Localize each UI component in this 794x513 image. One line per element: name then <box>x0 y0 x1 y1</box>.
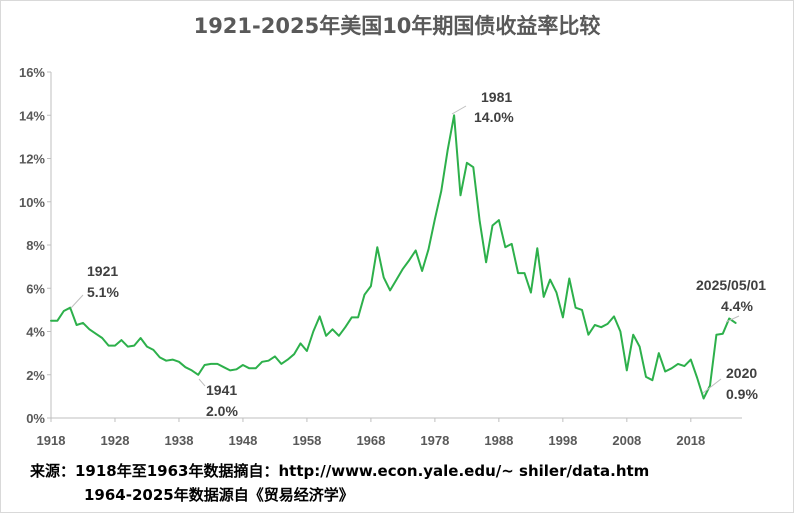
x-tick-label: 2008 <box>612 433 641 448</box>
annotation-1921-value: 5.1% <box>87 284 119 300</box>
y-tick-label: 8% <box>26 238 45 253</box>
y-tick-label: 12% <box>19 152 45 167</box>
annotation-1981-leader <box>451 105 467 115</box>
annotation-1981-year: 1981 <box>481 89 512 105</box>
annotation-1941-year: 1941 <box>206 382 237 398</box>
annotation-2020: 2020 0.9% <box>702 365 758 402</box>
annotation-1981-value: 14.0% <box>474 109 514 125</box>
x-tick-label: 1948 <box>228 433 257 448</box>
x-tick-label: 1938 <box>165 433 194 448</box>
x-tick-label: 1998 <box>548 433 577 448</box>
annotation-2025-date: 2025/05/01 <box>696 277 766 293</box>
annotation-2025-leader <box>725 315 740 323</box>
x-tick-label: 1918 <box>37 433 66 448</box>
annotation-1981: 1981 14.0% <box>451 89 514 125</box>
x-tick-label: 1968 <box>356 433 385 448</box>
annotation-1941-leader <box>198 378 206 387</box>
annotation-2020-year: 2020 <box>726 365 757 381</box>
y-tick-label: 6% <box>26 281 45 296</box>
annotation-2025-value: 4.4% <box>721 298 753 314</box>
annotation-1921-year: 1921 <box>87 263 118 279</box>
y-tick-label: 16% <box>19 65 45 80</box>
chart-title: 1921-2025年美国10年期国债收益率比较 <box>193 14 601 38</box>
annotation-2025: 2025/05/01 4.4% <box>696 277 766 323</box>
x-tick-label: 1928 <box>101 433 130 448</box>
annotation-1941-value: 2.0% <box>206 403 238 419</box>
x-tick-label: 1988 <box>484 433 513 448</box>
y-tick-label: 10% <box>19 195 45 210</box>
annotation-layer: 1921 5.1% 1941 2.0% 1981 14.0% 2020 0.9%… <box>70 89 766 419</box>
axes: 0% 2% 4% 6% 8% 10% 12% 14% 16% 1918 1928 1938 1948 19… <box>19 65 742 448</box>
x-tick-label: 2018 <box>676 433 705 448</box>
source-line-1: 来源：1918年至1963年数据摘自：http://www.econ.yale.… <box>30 462 650 480</box>
annotation-2020-value: 0.9% <box>726 386 758 402</box>
annotation-2020-leader <box>702 378 722 394</box>
y-tick-label: 0% <box>26 411 45 426</box>
annotation-1941: 1941 2.0% <box>198 378 238 419</box>
x-tick-label: 1978 <box>420 433 449 448</box>
y-tick-label: 2% <box>26 368 45 383</box>
source-note: 来源：1918年至1963年数据摘自：http://www.econ.yale.… <box>30 459 649 507</box>
y-tick-label: 4% <box>26 325 45 340</box>
annotation-1921-leader <box>70 294 84 309</box>
line-layer <box>50 114 737 400</box>
x-tick-label: 1958 <box>292 433 321 448</box>
yield-series-line <box>50 114 737 400</box>
y-tick-label: 14% <box>19 108 45 123</box>
annotation-1921: 1921 5.1% <box>70 263 119 309</box>
source-line-2: 1964-2025年数据源自《贸易经济学》 <box>84 486 354 504</box>
